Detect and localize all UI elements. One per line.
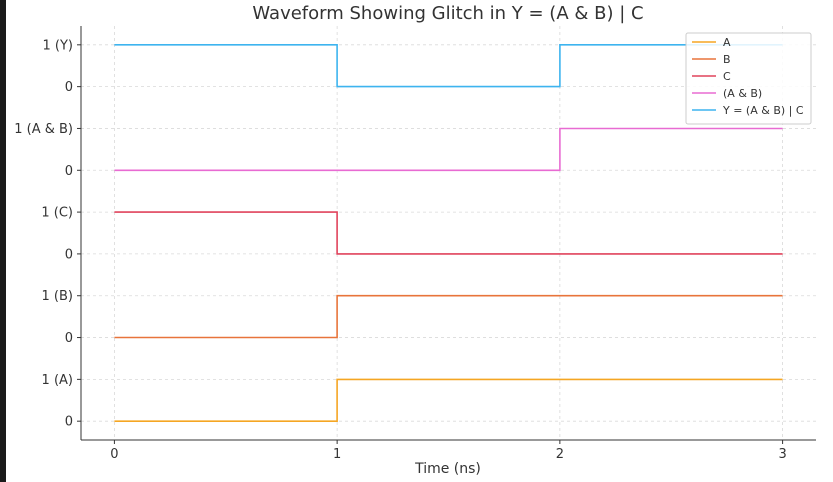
series-line-a (114, 378, 783, 422)
x-tick-label: 2 (556, 447, 564, 462)
series-line-c (114, 211, 783, 255)
y-tick-label: 1 (A & B) (14, 122, 73, 137)
y-tick-labels: 0 1 (A) 0 1 (B) 0 1 (C) 0 1 (A & B) 0 1 (Y) (14, 38, 81, 430)
legend-entry: C (723, 70, 731, 83)
y-tick-label: 0 (65, 247, 73, 262)
y-tick-label: 0 (65, 164, 73, 179)
legend-entry: B (723, 53, 731, 66)
x-tick-labels: 0 1 2 3 (110, 440, 787, 462)
series-line-y-a-b-c (114, 44, 783, 88)
series-line-a-b (114, 127, 783, 172)
y-tick-label: 0 (65, 80, 73, 95)
x-axis-label: Time (ns) (414, 461, 481, 477)
legend-entry: A (723, 36, 731, 49)
chart-frame: Waveform Showing Glitch in Y = (A & B) |… (6, 0, 833, 482)
x-tick-label: 0 (110, 447, 118, 462)
axes (80, 26, 816, 441)
waveform-chart: Waveform Showing Glitch in Y = (A & B) |… (14, 3, 816, 477)
legend: ABC (A & B) Y = (A & B) | C (685, 32, 812, 125)
x-tick-label: 3 (778, 447, 786, 462)
series-lines (114, 44, 783, 422)
x-tick-label: 1 (333, 447, 341, 462)
y-tick-label: 1 (C) (41, 206, 73, 221)
legend-entry: Y = (A & B) | C (722, 104, 804, 117)
y-tick-label: 1 (B) (42, 289, 73, 304)
y-tick-label: 1 (Y) (43, 38, 74, 53)
legend-box (685, 32, 812, 125)
y-tick-label: 0 (65, 415, 73, 430)
legend-entry: (A & B) (723, 87, 762, 100)
series-line-b (114, 294, 783, 339)
y-tick-label: 1 (A) (42, 373, 73, 388)
chart-title: Waveform Showing Glitch in Y = (A & B) |… (252, 3, 643, 24)
y-tick-label: 0 (65, 331, 73, 346)
